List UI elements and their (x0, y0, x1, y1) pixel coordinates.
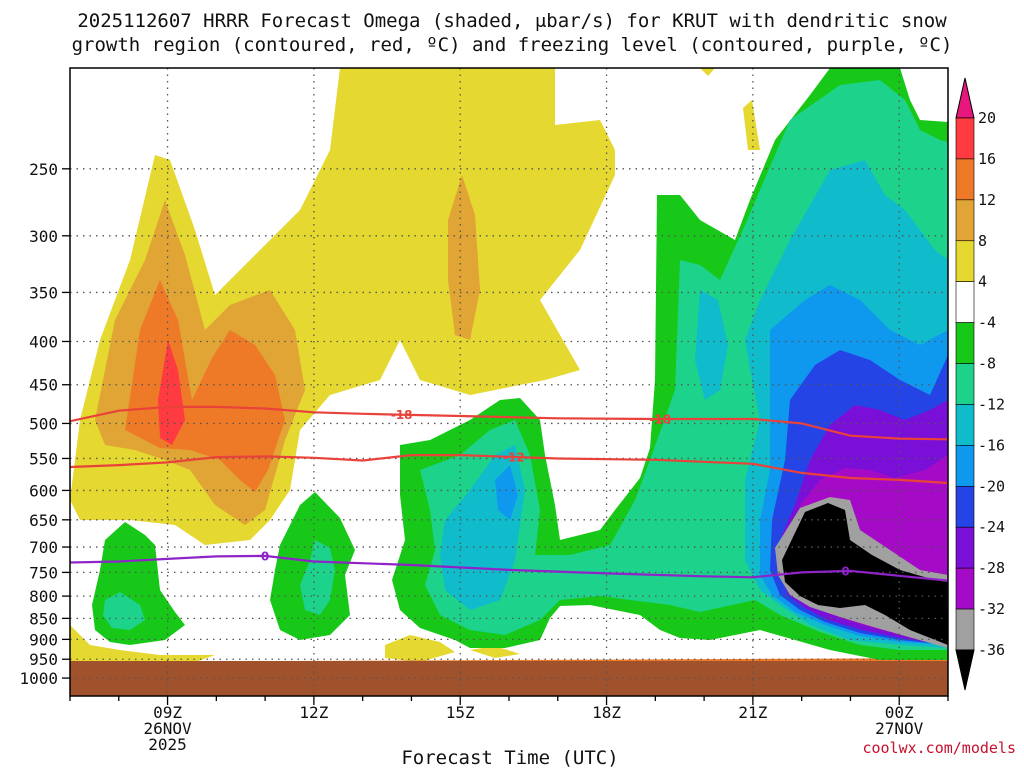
omega-region-8-to-12 (448, 175, 480, 340)
colorbar-segment (955, 117, 975, 160)
y-tick-label: 950 (29, 650, 58, 669)
y-tick-label: 800 (29, 587, 58, 606)
y-tick-label: 1000 (19, 669, 58, 688)
y-tick-label: 350 (29, 283, 58, 302)
colorbar-label: -32 (978, 600, 1005, 618)
x-tick-label: 21Z (738, 703, 767, 722)
freezing-level-label: 0 (261, 549, 269, 563)
omega-region-minus-12-to-minus-16 (695, 290, 728, 400)
colorbar-label: -12 (978, 395, 1005, 413)
colorbar-segment (955, 322, 975, 364)
colorbar-label: -8 (978, 355, 996, 373)
colorbar-label: 4 (978, 273, 987, 291)
dgz-minus-12-label: -12 (503, 450, 525, 464)
surface-terrain (70, 661, 948, 696)
x-tick-label: 18Z (592, 703, 621, 722)
y-axis: 250 300 350 400 450 500 550 600 650 700 750 800 850 9… (19, 160, 70, 688)
x-tick-label: 12Z (299, 703, 328, 722)
y-tick-label: 250 (29, 160, 58, 179)
omega-region-4-to-8 (470, 646, 520, 658)
colorbar-segment (955, 404, 975, 446)
y-tick-label: 650 (29, 511, 58, 530)
omega-shading-positive (70, 68, 948, 672)
y-tick-label: 850 (29, 609, 58, 628)
colorbar-segment (955, 240, 975, 282)
omega-region-4-to-8 (70, 625, 215, 668)
colorbar-segment (955, 363, 975, 405)
omega-region-minus-16-to-minus-20 (495, 465, 518, 520)
x-tick-label: 27NOV (875, 719, 924, 738)
dgz-minus-18-label: -18 (649, 413, 671, 427)
colorbar-segment (955, 158, 975, 201)
omega-region-4-to-8 (385, 635, 455, 662)
colorbar-segment (955, 608, 975, 651)
omega-region-4-to-8 (700, 68, 715, 76)
colorbar-segment (955, 199, 975, 242)
plot-area: -18 -18 -12 0 0 (70, 68, 948, 696)
omega-region-4-to-8 (743, 100, 760, 150)
colorbar-label: 16 (978, 150, 996, 168)
omega-region-minus-8-to-minus-12 (103, 592, 145, 630)
colorbar-segment (955, 281, 975, 323)
colorbar-label: -28 (978, 559, 1005, 577)
x-tick-label: 2025 (148, 735, 187, 754)
credit-text: coolwx.com/models (862, 739, 1016, 757)
omega-shading-negative (92, 68, 948, 660)
y-tick-label: 500 (29, 414, 58, 433)
colorbar-label: -20 (978, 477, 1005, 495)
grid-lines (70, 68, 948, 696)
chart-title-line-1: 2025112607 HRRR Forecast Omega (shaded, … (77, 10, 947, 32)
x-tick-label: 26NOV (143, 719, 192, 738)
freezing-level-label: 0 (841, 565, 849, 579)
freezing-level-contour (70, 554, 948, 582)
y-tick-label: 400 (29, 332, 58, 351)
omega-region-16-to-20 (158, 340, 185, 445)
x-tick-label: 15Z (446, 703, 475, 722)
y-tick-label: 550 (29, 449, 58, 468)
y-tick-label: 450 (29, 376, 58, 395)
x-axis-title: Forecast Time (UTC) (401, 747, 618, 768)
colorbar-label: 12 (978, 191, 996, 209)
colorbar-label: -24 (978, 518, 1005, 536)
colorbar-label: -4 (978, 314, 996, 332)
temperature-contours: -18 -18 -12 0 0 (70, 405, 948, 582)
y-tick-label: 900 (29, 630, 58, 649)
dgz-minus-18-label: -18 (391, 408, 413, 422)
colorbar-segment (955, 567, 975, 610)
colorbar: 20 16 12 8 4 -4 -8 -12 -16 -20 -24 -28 -32 -36 (955, 77, 1005, 691)
x-tick-label: 09Z (153, 703, 182, 722)
colorbar-segment (955, 445, 975, 487)
omega-region-below-minus-36 (782, 503, 948, 645)
y-tick-label: 300 (29, 227, 58, 246)
y-tick-label: 750 (29, 563, 58, 582)
omega-region-minus-8-to-minus-12 (300, 540, 335, 615)
y-tick-label: 600 (29, 481, 58, 500)
chart-title-line-2: growth region (contoured, red, ºC) and f… (72, 34, 953, 56)
y-tick-label: 700 (29, 538, 58, 557)
colorbar-segment (955, 486, 975, 528)
x-tick-label: 00Z (885, 703, 914, 722)
dgz-minus-18-contour (70, 405, 948, 441)
colorbar-bottom-arrow (955, 649, 975, 691)
dgz-minus-12-contour (70, 454, 948, 485)
colorbar-segment (955, 526, 975, 569)
colorbar-top-arrow (955, 77, 975, 119)
colorbar-label: 20 (978, 109, 996, 127)
colorbar-label: -36 (978, 641, 1005, 659)
colorbar-label: 8 (978, 232, 987, 250)
colorbar-label: -16 (978, 436, 1005, 454)
